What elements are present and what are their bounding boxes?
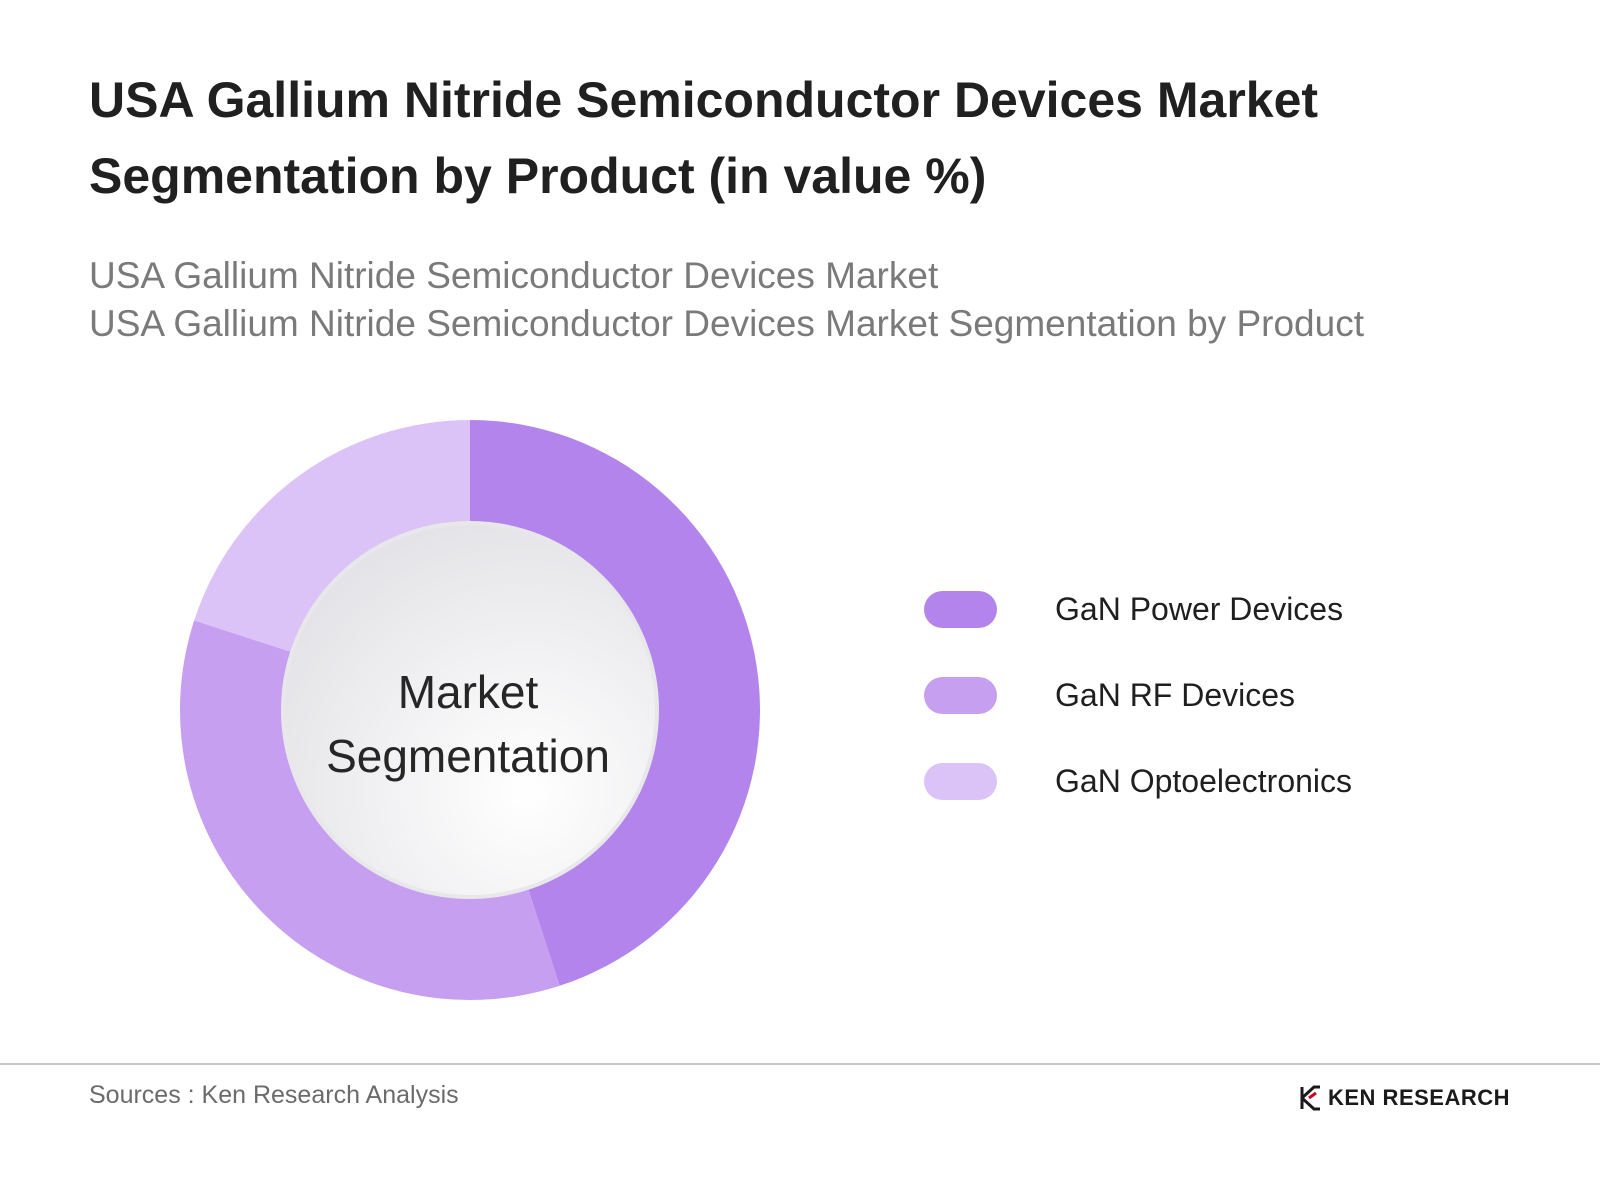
chart-subtitle-line-2: USA Gallium Nitride Semiconductor Device… (89, 303, 1364, 344)
legend-swatch (924, 590, 997, 628)
chart-title: USA Gallium Nitride Semiconductor Device… (89, 62, 1529, 214)
legend-item-gan-power-devices: GaN Power Devices (924, 566, 1352, 652)
chart-subtitle-line-1: USA Gallium Nitride Semiconductor Device… (89, 255, 939, 296)
donut-slice-gan-power-devices (470, 420, 760, 986)
donut-slice-gan-optoelectronics (194, 420, 470, 652)
legend-item-gan-rf-devices: GaN RF Devices (924, 652, 1352, 738)
legend-label: GaN Optoelectronics (1055, 762, 1353, 799)
center-label-line-2: Segmentation (326, 730, 610, 782)
chart-legend: GaN Power Devices GaN RF Devices GaN Optoe… (924, 566, 1352, 824)
legend-swatch (924, 762, 997, 800)
center-label-line-1: Market (397, 666, 539, 718)
legend-label: GaN Power Devices (1055, 590, 1344, 627)
chart-title-line-2: Segmentation by Product (in value %) (89, 148, 987, 204)
donut-center-label: Market Segmentation (318, 660, 618, 788)
legend-swatch (924, 676, 997, 714)
footer-divider (0, 1063, 1600, 1065)
legend-label: GaN RF Devices (1055, 676, 1296, 713)
donut-slice-gan-rf-devices (179, 620, 560, 1000)
ken-research-logo: KEN RESEARCH (1300, 1085, 1510, 1111)
donut-center-disc (281, 521, 659, 899)
ken-research-logo-text: KEN RESEARCH (1328, 1085, 1511, 1110)
chart-title-line-1: USA Gallium Nitride Semiconductor Device… (89, 72, 1319, 128)
ken-research-logo-icon (1300, 1085, 1320, 1111)
chart-subtitle: USA Gallium Nitride Semiconductor Device… (89, 252, 1549, 348)
donut-slices (179, 420, 760, 1000)
legend-item-gan-optoelectronics: GaN Optoelectronics (924, 738, 1352, 824)
source-note: Sources : Ken Research Analysis (89, 1081, 459, 1109)
donut-chart (179, 420, 760, 1000)
